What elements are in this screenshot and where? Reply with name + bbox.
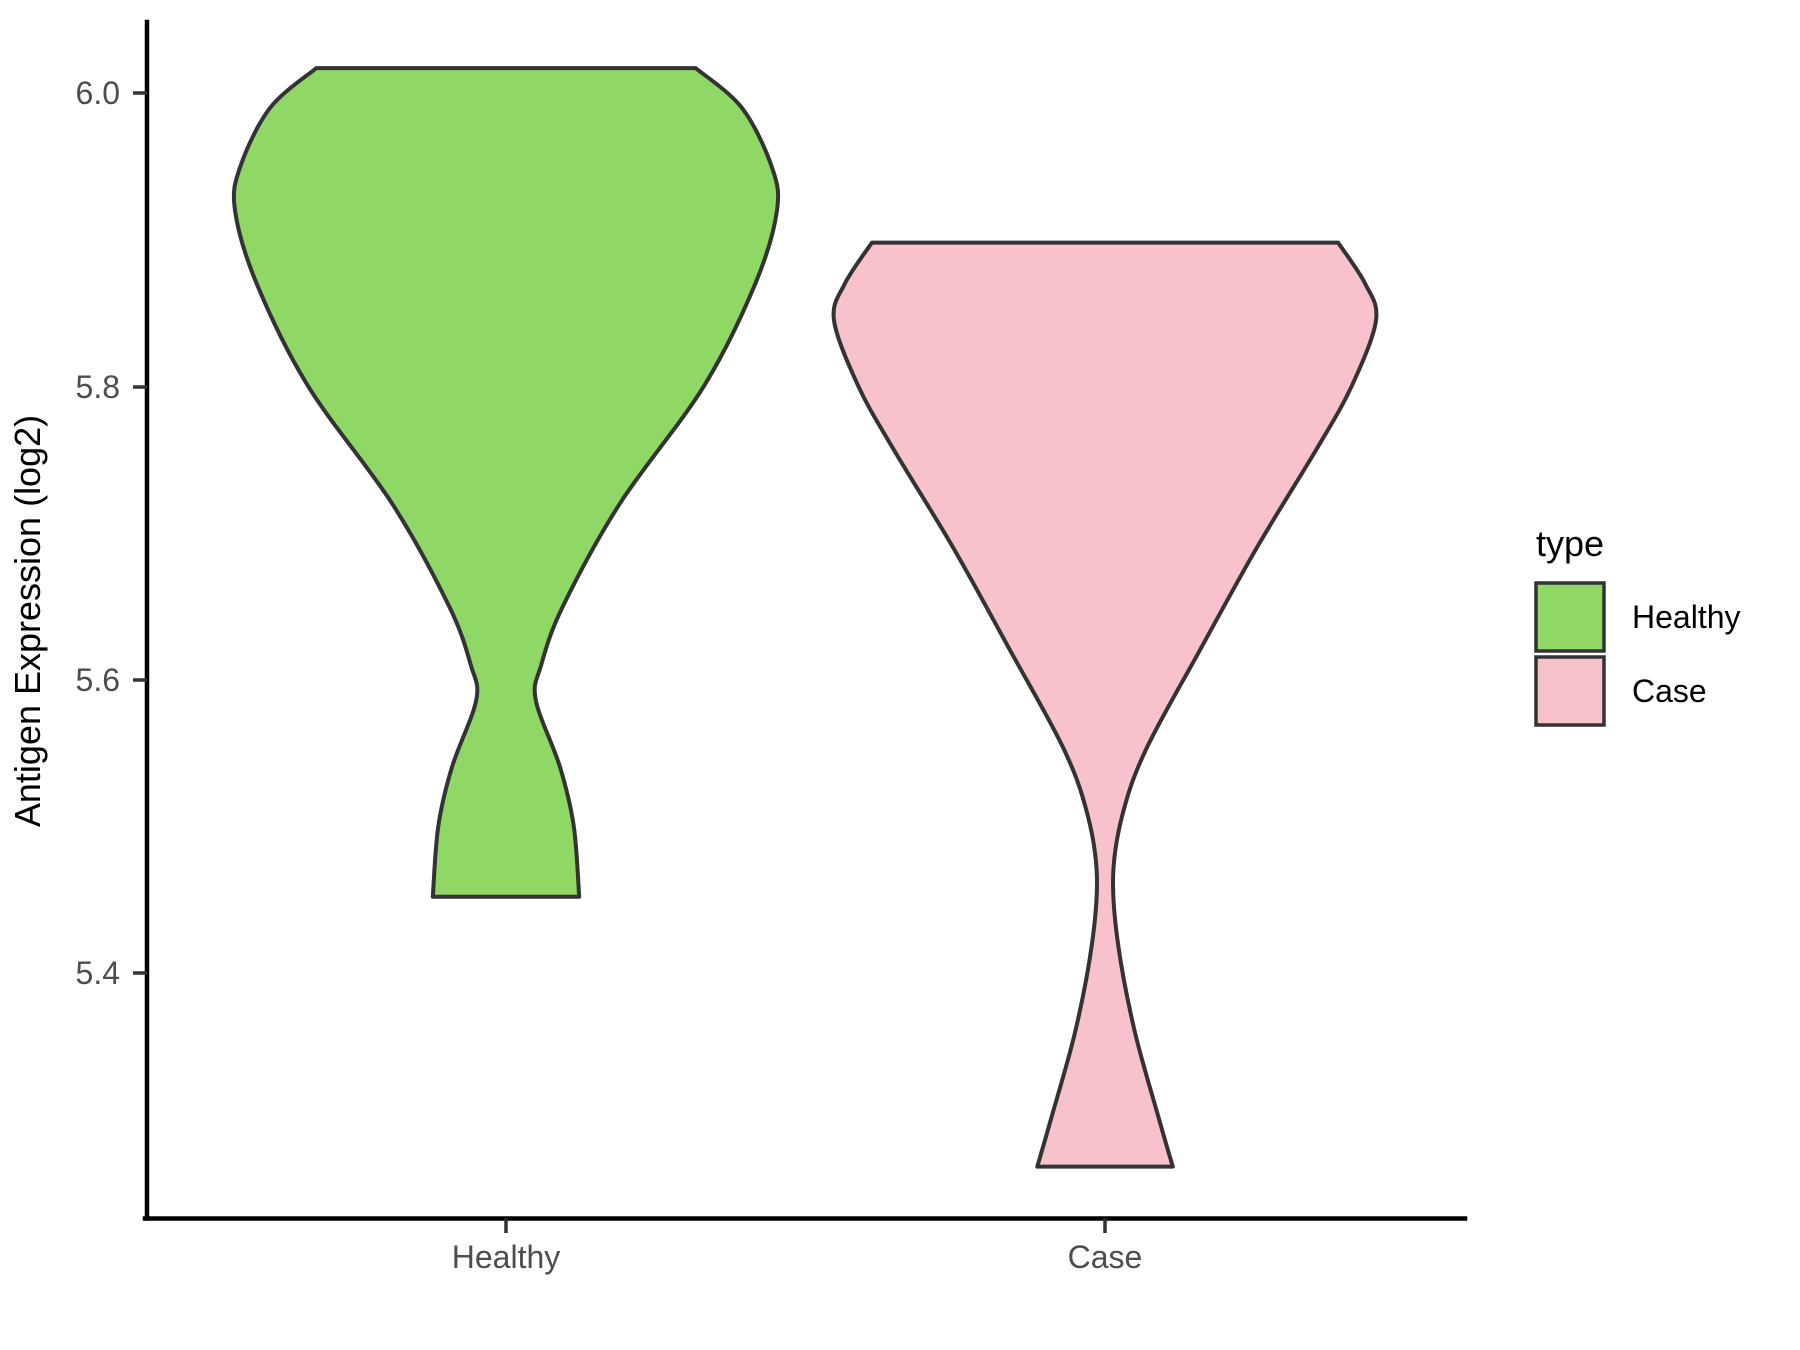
violin-case	[831, 240, 1379, 1169]
y-axis-tick-label: 5.6	[76, 662, 120, 698]
legend-label-case: Case	[1632, 673, 1707, 709]
x-axis-tick-label: Healthy	[452, 1239, 561, 1275]
legend-title: type	[1536, 523, 1604, 564]
legend: type Healthy Case	[1534, 523, 1741, 727]
violin-layer	[231, 66, 1379, 1169]
legend-key-case	[1534, 655, 1606, 727]
legend-key-healthy	[1534, 581, 1606, 653]
violin-healthy	[231, 66, 781, 899]
y-axis-title: Antigen Expression (log2)	[7, 415, 48, 827]
legend-label-healthy: Healthy	[1632, 599, 1741, 635]
y-axis-tick-label: 5.4	[76, 955, 120, 991]
x-axis-tick-label: Case	[1068, 1239, 1143, 1275]
y-axis-tick-label: 6.0	[76, 75, 120, 111]
y-axis-tick-label: 5.8	[76, 369, 120, 405]
